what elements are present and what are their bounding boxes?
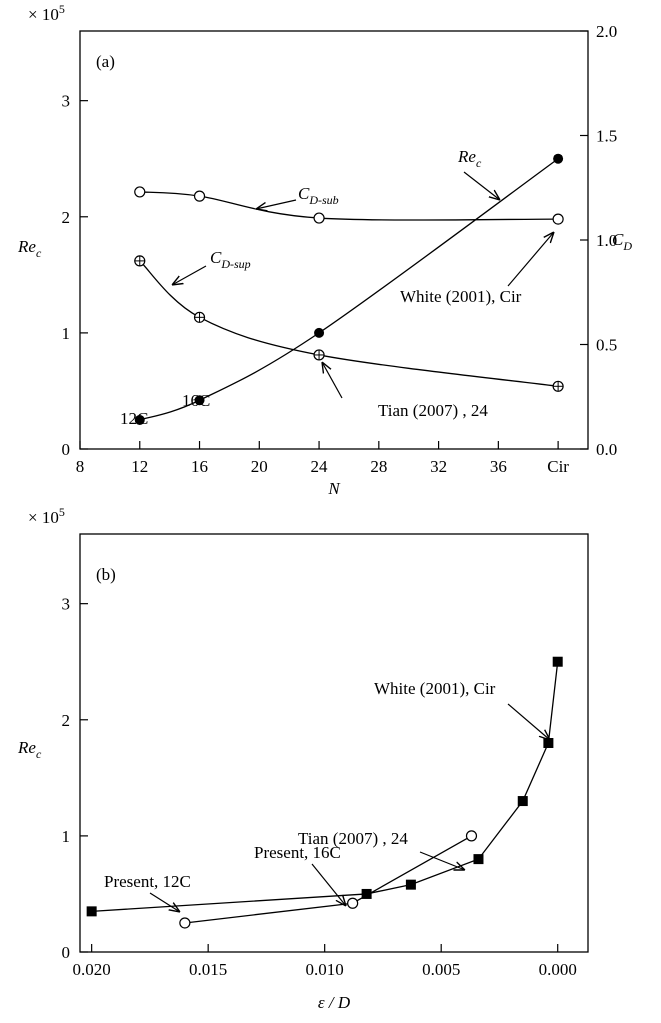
marker bbox=[543, 738, 554, 748]
marker bbox=[134, 414, 145, 425]
arrow bbox=[172, 265, 207, 285]
marker bbox=[473, 854, 484, 865]
series-line bbox=[139, 191, 559, 221]
x-tick-label: 12 bbox=[131, 457, 148, 476]
x-tick-label: 20 bbox=[251, 457, 268, 476]
y2-tick-label: 2.0 bbox=[596, 22, 617, 41]
annotation: CD-sup bbox=[210, 248, 251, 271]
x-tick-label: 0.005 bbox=[422, 960, 460, 979]
marker bbox=[405, 879, 416, 890]
multiplier: × 105 bbox=[28, 505, 65, 527]
x-tick-label: Cir bbox=[547, 457, 569, 476]
y-axis-label: Rec bbox=[17, 738, 42, 761]
label-sub: c bbox=[36, 747, 42, 761]
marker bbox=[552, 213, 564, 225]
marker bbox=[465, 830, 478, 842]
y-tick-label: 3 bbox=[62, 92, 71, 111]
annotation: Rec bbox=[457, 147, 482, 170]
annotation: Present, 12C bbox=[104, 872, 191, 891]
y2-tick-label: 0.5 bbox=[596, 336, 617, 355]
arrow bbox=[149, 892, 180, 912]
panel-label: (a) bbox=[96, 52, 115, 71]
y-tick-label: 2 bbox=[62, 208, 71, 227]
arrow bbox=[507, 232, 554, 287]
label-sub: c bbox=[476, 156, 482, 170]
label-main: C bbox=[612, 230, 624, 249]
marker bbox=[179, 917, 191, 929]
y2-axis-label: CD bbox=[612, 230, 632, 253]
x-tick-label: 0.020 bbox=[73, 960, 111, 979]
series-line bbox=[139, 260, 559, 387]
multiplier-exp: 5 bbox=[59, 505, 65, 519]
label-main: Re bbox=[17, 738, 36, 757]
marker bbox=[194, 395, 205, 406]
arrow bbox=[463, 171, 500, 200]
marker bbox=[347, 897, 359, 909]
annotation: CD-sub bbox=[298, 184, 339, 207]
x-tick-label: 24 bbox=[311, 457, 329, 476]
y-tick-label: 2 bbox=[62, 711, 71, 730]
x-tick-label: 0.000 bbox=[539, 960, 577, 979]
y-tick-label: 0 bbox=[62, 440, 71, 459]
arrow bbox=[322, 362, 343, 399]
marker bbox=[86, 906, 97, 917]
marker bbox=[313, 212, 325, 224]
multiplier-exp: 5 bbox=[59, 2, 65, 16]
label-sub: D-sub bbox=[308, 193, 338, 207]
x-tick-label: 36 bbox=[490, 457, 507, 476]
arrow bbox=[256, 199, 297, 209]
label-main: Re bbox=[17, 237, 36, 256]
marker bbox=[193, 190, 206, 202]
multiplier-base: × 10 bbox=[28, 508, 59, 527]
x-axis-label: ε / D bbox=[318, 993, 351, 1012]
marker bbox=[552, 380, 564, 392]
label-sub: D bbox=[622, 239, 632, 253]
arrow bbox=[311, 863, 346, 906]
y-tick-label: 3 bbox=[62, 595, 71, 614]
multiplier-base: × 10 bbox=[28, 5, 59, 24]
plot-frame bbox=[79, 30, 589, 450]
marker bbox=[314, 327, 325, 338]
x-tick-label: 8 bbox=[76, 457, 85, 476]
marker bbox=[193, 311, 206, 323]
y2-tick-label: 0.0 bbox=[596, 440, 617, 459]
marker bbox=[517, 796, 528, 807]
label-sub: c bbox=[36, 246, 42, 260]
y2-tick-label: 1.5 bbox=[596, 127, 617, 146]
series-line bbox=[139, 158, 559, 421]
annotation: White (2001), Cir bbox=[400, 287, 522, 306]
label-main: C bbox=[210, 248, 222, 267]
marker bbox=[553, 153, 564, 164]
arrow bbox=[507, 703, 550, 740]
marker bbox=[134, 255, 146, 267]
marker bbox=[552, 656, 563, 667]
x-tick-label: 28 bbox=[370, 457, 387, 476]
x-tick-label: 0.015 bbox=[189, 960, 227, 979]
y2-tick-label: 1.0 bbox=[596, 231, 617, 250]
x-axis-label: N bbox=[327, 479, 341, 498]
y-tick-label: 1 bbox=[62, 827, 71, 846]
annotation: White (2001), Cir bbox=[374, 679, 496, 698]
multiplier: × 105 bbox=[28, 2, 65, 24]
x-tick-label: 0.010 bbox=[306, 960, 344, 979]
marker bbox=[361, 888, 372, 899]
y-axis-label: Rec bbox=[17, 237, 42, 260]
annotation: Tian (2007) , 24 bbox=[298, 829, 408, 848]
annotation: Present, 16C bbox=[254, 843, 341, 862]
panel-label: (b) bbox=[96, 565, 116, 584]
label-main: C bbox=[298, 184, 310, 203]
annotation: Tian (2007) , 24 bbox=[378, 401, 488, 420]
y-tick-label: 0 bbox=[62, 943, 71, 962]
y-tick-label: 1 bbox=[62, 324, 71, 343]
marker bbox=[313, 349, 325, 361]
marker bbox=[134, 186, 146, 198]
label-sub: D-sup bbox=[220, 257, 250, 271]
label-main: Re bbox=[457, 147, 476, 166]
plot-frame bbox=[79, 533, 589, 953]
x-tick-label: 32 bbox=[430, 457, 447, 476]
x-tick-label: 16 bbox=[191, 457, 208, 476]
